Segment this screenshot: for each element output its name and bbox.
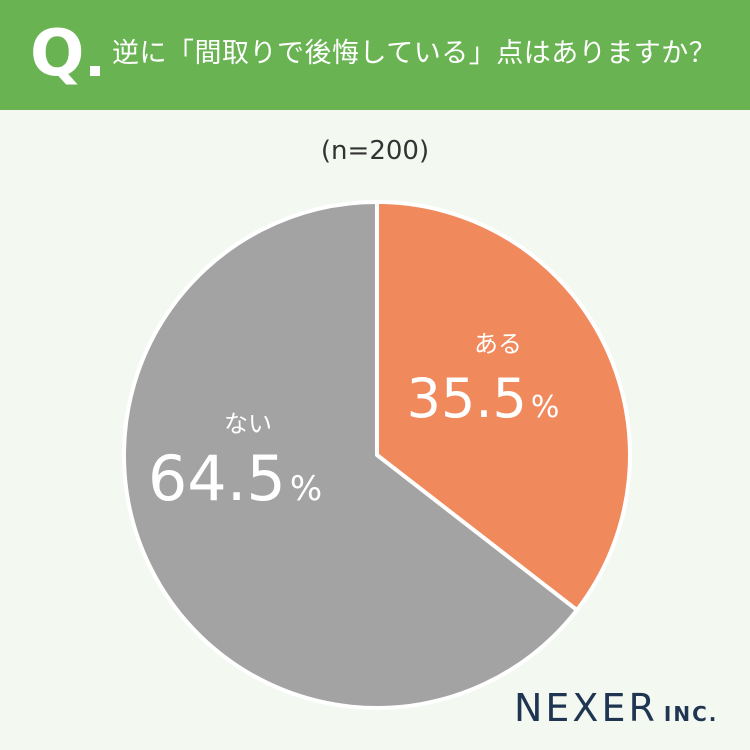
q-dot bbox=[90, 66, 100, 76]
slice-label-1: ない bbox=[224, 410, 272, 438]
header-banner: Q 逆に「間取りで後悔している」点はありますか？ bbox=[0, 0, 750, 110]
q-mark: Q bbox=[30, 17, 85, 91]
slice-value-0: 35.5% bbox=[407, 367, 560, 430]
logo-suffix: INC. bbox=[663, 702, 719, 726]
logo-name: NEXER bbox=[514, 686, 658, 730]
slice-label-0: ある bbox=[474, 330, 522, 358]
sample-size: (n=200) bbox=[320, 136, 430, 166]
pie-slice-0 bbox=[375, 200, 632, 613]
question-text: 逆に「間取りで後悔している」点はありますか？ bbox=[112, 38, 717, 69]
nexer-logo: NEXER INC. bbox=[514, 686, 718, 730]
slice-value-1: 64.5% bbox=[148, 442, 322, 515]
pie-slice-1 bbox=[122, 200, 579, 710]
